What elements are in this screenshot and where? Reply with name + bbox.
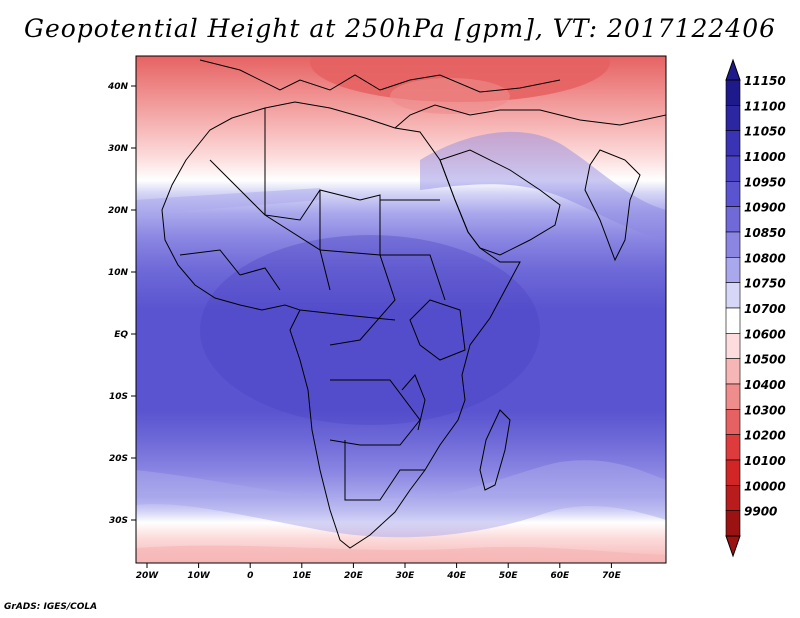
colorbar-swatch (725, 307, 741, 334)
colorbar-swatch (725, 206, 741, 233)
colorbar-swatch (725, 155, 741, 182)
x-tick-label: 30E (396, 571, 416, 581)
colorbar-swatch (725, 105, 741, 131)
colorbar-swatch (725, 231, 741, 258)
colorbar-label: 11150 (744, 74, 786, 88)
colorbar: 11150 11100 11050 11000 10950 10900 10850 10800… (725, 58, 786, 558)
x-tick-label: 10W (187, 571, 211, 581)
height-field (136, 56, 666, 563)
colorbar-label: 10100 (744, 454, 786, 468)
y-tick-label: 10S (109, 392, 128, 402)
y-tick-label: 30N (108, 144, 129, 154)
y-tick-label: 20N (108, 206, 129, 216)
colorbar-label: 10800 (744, 251, 786, 265)
colorbar-label: 10500 (744, 353, 786, 367)
colorbar-label: 10000 (744, 479, 786, 493)
coastlines-and-borders (161, 59, 666, 549)
y-tick-label: 30S (109, 516, 128, 526)
colorbar-swatch (725, 79, 741, 106)
map-title: Geopotential Height at 250hPa [gpm], VT:… (23, 14, 777, 43)
colorbar-label: 10950 (744, 175, 786, 189)
x-tick-label: 50E (499, 571, 519, 581)
colorbar-label: 10300 (744, 403, 786, 417)
colorbar-swatch (725, 510, 741, 537)
x-tick-label: 20W (136, 571, 160, 581)
colorbar-swatch (725, 485, 741, 511)
colorbar-swatch (725, 282, 741, 309)
colorbar-swatch (725, 130, 741, 157)
colorbar-label: 10400 (744, 378, 786, 392)
y-tick-label: EQ (114, 330, 128, 340)
y-axis-ticks: 40N 30N 20N 10N EQ 10S 20S 30S (107, 82, 136, 526)
x-tick-label: 20E (344, 571, 364, 581)
footer-credit: GrADS: IGES/COLA (4, 602, 98, 612)
colorbar-swatch (725, 181, 741, 207)
colorbar-bottom-arrow (725, 535, 741, 558)
colorbar-label: 11000 (744, 150, 786, 164)
x-tick-label: 60E (550, 571, 570, 581)
colorbar-label: 10850 (744, 226, 786, 240)
x-tick-label: 0 (247, 571, 253, 581)
colorbar-label: 9900 (744, 505, 777, 519)
colorbar-label: 10750 (744, 277, 786, 291)
x-tick-label: 40E (446, 571, 467, 581)
y-tick-label: 10N (108, 268, 129, 278)
x-tick-label: 70E (602, 571, 622, 581)
colorbar-swatch (725, 383, 741, 410)
colorbar-swatch (725, 333, 741, 359)
x-tick-label: 10E (292, 571, 312, 581)
x-axis-ticks: 20W 10W 0 10E 20E 30E 40E 50E 60E 70E (136, 563, 622, 581)
y-tick-label: 20S (109, 454, 128, 464)
colorbar-swatch (725, 257, 741, 283)
y-tick-label: 40N (107, 82, 129, 92)
colorbar-swatch (725, 434, 741, 461)
colorbar-label: 10900 (744, 201, 786, 215)
colorbar-label: 11050 (744, 125, 786, 139)
colorbar-top-arrow (725, 58, 741, 81)
colorbar-label: 11100 (744, 99, 786, 113)
colorbar-label: 10600 (744, 327, 786, 341)
colorbar-label: 10700 (744, 302, 786, 316)
colorbar-swatch (725, 358, 741, 385)
colorbar-swatch (725, 409, 741, 435)
colorbar-swatch (725, 459, 741, 486)
colorbar-label: 10200 (744, 429, 786, 443)
